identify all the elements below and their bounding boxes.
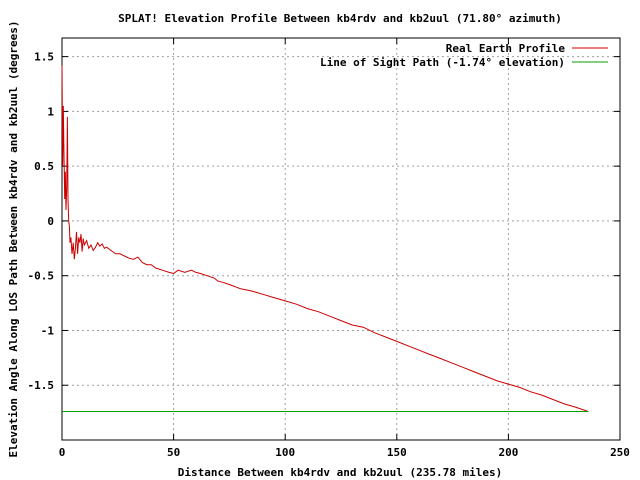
x-axis-label: Distance Between kb4rdv and kb2uul (235.… — [178, 466, 503, 479]
y-tick-label-1: 1 — [47, 105, 54, 118]
y-tick-label-neg1p5: -1.5 — [28, 379, 55, 392]
real-earth-profile-line — [61, 65, 589, 412]
y-tick-label-0: 0 — [47, 215, 54, 228]
y-axis-label: Elevation Angle Along LOS Path Between k… — [7, 20, 20, 457]
x-tick-label-100: 100 — [275, 446, 295, 459]
legend-label-line-of-sight: Line of Sight Path (-1.74° elevation) — [320, 56, 565, 69]
x-tick-label-250: 250 — [610, 446, 630, 459]
plot-frame — [61, 37, 621, 441]
y-tick-label-0p5: 0.5 — [34, 160, 54, 173]
x-tick-label-0: 0 — [59, 446, 66, 459]
chart-title: SPLAT! Elevation Profile Between kb4rdv … — [118, 12, 562, 25]
y-tick-label-1p5: 1.5 — [34, 51, 54, 64]
y-tick-label-neg0p5: -0.5 — [28, 270, 55, 283]
legend: Real Earth Profile Line of Sight Path (-… — [320, 42, 608, 69]
axis-ticks: 0 50 100 150 200 250 -1.5 -1 -0.5 0 0.5 1 1.5 — [28, 38, 630, 459]
y-tick-label-neg1: -1 — [41, 324, 55, 337]
x-tick-label-50: 50 — [167, 446, 180, 459]
series-layer — [61, 65, 589, 412]
legend-label-real-earth: Real Earth Profile — [446, 42, 566, 55]
x-tick-label-200: 200 — [498, 446, 518, 459]
x-tick-label-150: 150 — [387, 446, 407, 459]
grid — [62, 38, 620, 440]
